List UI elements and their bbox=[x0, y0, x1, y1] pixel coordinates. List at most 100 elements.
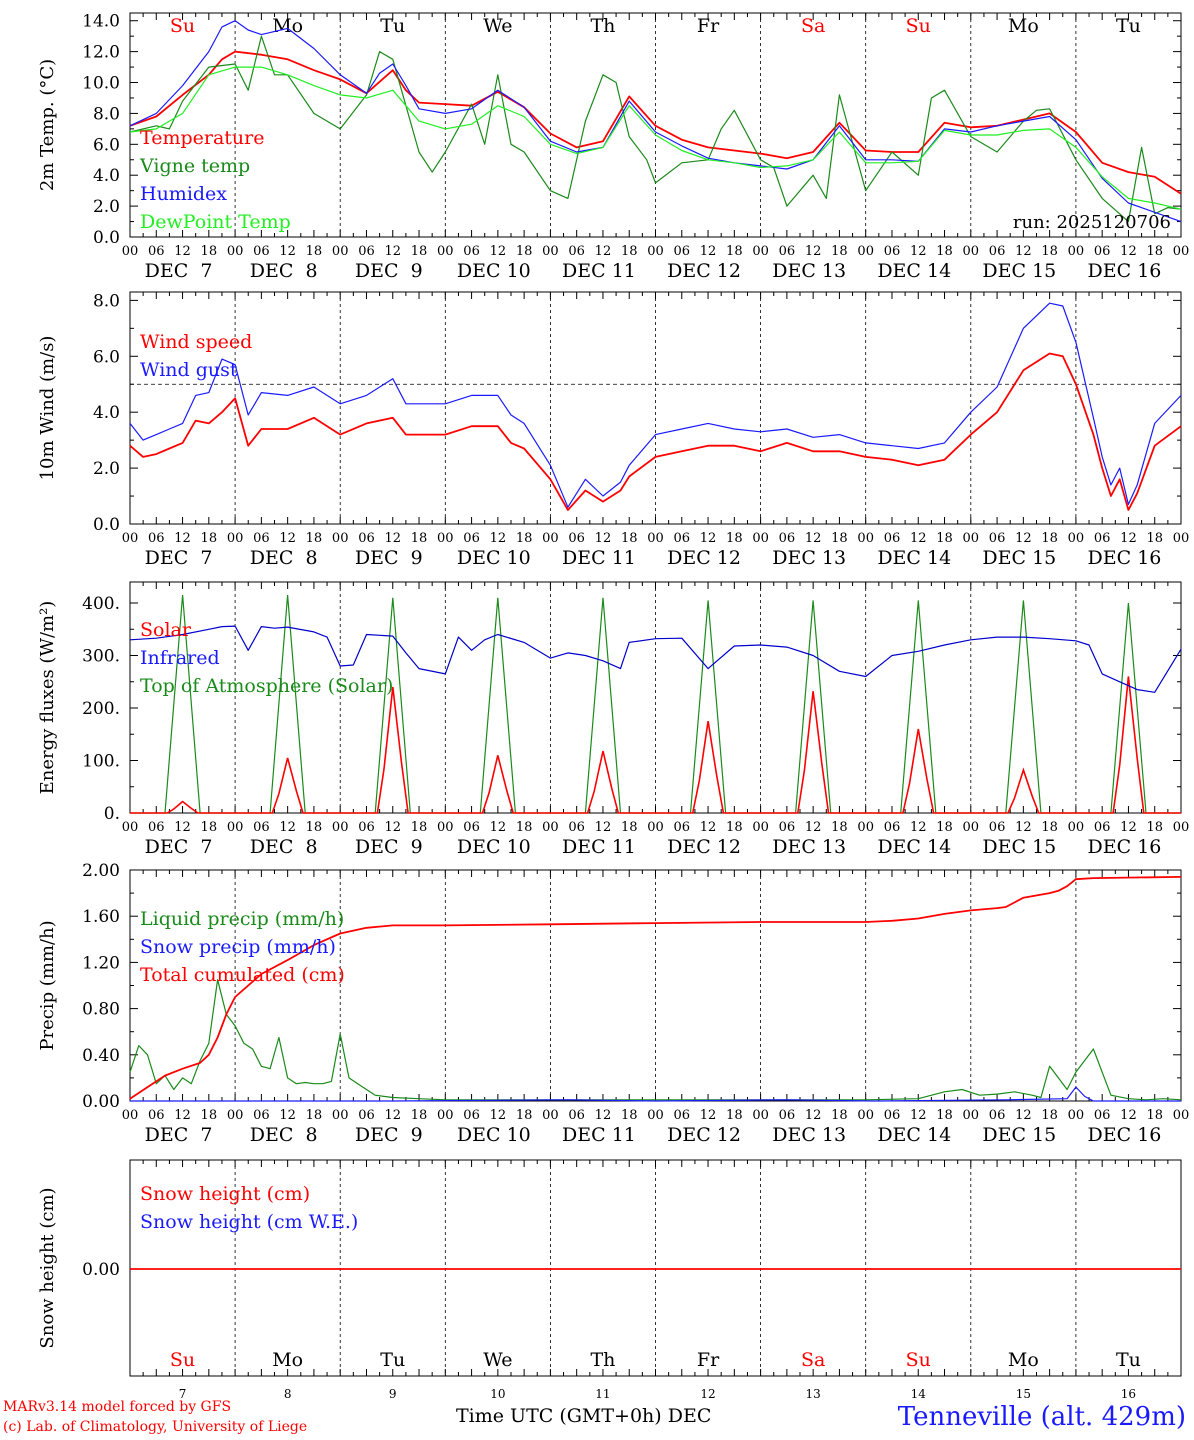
hour-tick-label: 18 bbox=[411, 1108, 428, 1123]
date-label: DEC 11 bbox=[562, 836, 636, 858]
weekday-label: We bbox=[483, 15, 512, 37]
hour-tick-label: 00 bbox=[963, 531, 980, 546]
weekday-label: Fr bbox=[697, 1349, 720, 1371]
hour-tick-label: 12 bbox=[700, 531, 717, 546]
hour-tick-label: 12 bbox=[910, 531, 927, 546]
hour-tick-label: 00 bbox=[437, 244, 454, 259]
hour-tick-label: 00 bbox=[963, 244, 980, 259]
y-tick-label: 400. bbox=[82, 594, 120, 614]
hour-tick-label: 00 bbox=[332, 531, 349, 546]
day-number: 7 bbox=[179, 1387, 187, 1400]
hour-tick-label: 12 bbox=[384, 244, 401, 259]
date-label: DEC 10 bbox=[457, 1124, 531, 1146]
hour-tick-label: 06 bbox=[463, 531, 480, 546]
hour-tick-label: 06 bbox=[463, 244, 480, 259]
date-label: DEC 8 bbox=[250, 260, 318, 282]
hour-tick-label: 12 bbox=[805, 531, 822, 546]
date-label: DEC 10 bbox=[457, 260, 531, 282]
hour-tick-label: 00 bbox=[227, 1108, 244, 1123]
hour-tick-label: 00 bbox=[647, 820, 664, 835]
y-tick-label: 0.0 bbox=[93, 515, 120, 535]
y-tick-label: 6.0 bbox=[93, 135, 120, 155]
date-label: DEC 15 bbox=[982, 836, 1056, 858]
hour-tick-label: 06 bbox=[674, 531, 691, 546]
hour-tick-label: 00 bbox=[647, 244, 664, 259]
date-label: DEC 9 bbox=[355, 1124, 423, 1146]
hour-tick-label: 12 bbox=[1015, 244, 1032, 259]
hour-tick-label: 00 bbox=[122, 244, 139, 259]
hour-tick-label: 00 bbox=[332, 244, 349, 259]
hour-tick-label: 06 bbox=[358, 531, 375, 546]
date-label: DEC 16 bbox=[1088, 260, 1162, 282]
hour-tick-label: 06 bbox=[253, 1108, 270, 1123]
series-line-dewpoint-temp bbox=[129, 66, 1182, 210]
date-label: DEC 15 bbox=[982, 1124, 1056, 1146]
hour-tick-label: 18 bbox=[936, 531, 953, 546]
panel-wind: 0.0 2.0 4.0 6.0 8.0 10m Wind (m/s) 00 06 12 18 00 0… bbox=[37, 291, 1189, 569]
hour-tick-label: 06 bbox=[884, 244, 901, 259]
hour-tick-label: 06 bbox=[989, 531, 1006, 546]
y-axis-title: Precip (mm/h) bbox=[37, 920, 58, 1050]
date-label: DEC 9 bbox=[355, 547, 423, 569]
series-line-wind-speed bbox=[129, 352, 1182, 511]
run-label: run: 2025120706 bbox=[1013, 212, 1171, 233]
hour-tick-label: 00 bbox=[752, 531, 769, 546]
hour-tick-label: 18 bbox=[516, 1108, 533, 1123]
hour-tick-label: 18 bbox=[831, 1108, 848, 1123]
date-label: DEC 9 bbox=[355, 260, 423, 282]
hour-tick-label: 12 bbox=[595, 244, 612, 259]
hour-tick-label: 06 bbox=[884, 531, 901, 546]
hour-tick-label: 18 bbox=[1041, 531, 1058, 546]
day-number: 16 bbox=[1121, 1387, 1136, 1400]
y-tick-label: 0. bbox=[104, 804, 120, 824]
hour-tick-label: 12 bbox=[1015, 531, 1032, 546]
hour-tick-label: 00 bbox=[227, 531, 244, 546]
hour-tick-label: 12 bbox=[805, 1108, 822, 1123]
hour-tick-label: 12 bbox=[384, 1108, 401, 1123]
series-line-vigne-temp bbox=[129, 35, 1182, 223]
hour-tick-label: 00 bbox=[752, 244, 769, 259]
weekday-label: Sa bbox=[801, 1349, 825, 1371]
y-tick-label: 1.60 bbox=[82, 907, 120, 927]
date-label: DEC 16 bbox=[1088, 1124, 1162, 1146]
hour-tick-label: 06 bbox=[148, 1108, 165, 1123]
hour-tick-label: 12 bbox=[595, 531, 612, 546]
y-tick-label: 0.80 bbox=[82, 1000, 120, 1020]
date-label: DEC 15 bbox=[982, 547, 1056, 569]
hour-tick-label: 06 bbox=[568, 531, 585, 546]
hour-tick-label: 18 bbox=[411, 820, 428, 835]
weekday-label: Su bbox=[170, 1349, 195, 1371]
hour-tick-label: 12 bbox=[279, 820, 296, 835]
hour-tick-label: 12 bbox=[805, 244, 822, 259]
date-label: DEC 13 bbox=[772, 1124, 846, 1146]
date-label: DEC 11 bbox=[562, 1124, 636, 1146]
hour-tick-label: 18 bbox=[621, 531, 638, 546]
series-line-snow-precip-mm-h- bbox=[130, 1086, 1181, 1102]
hour-tick-label: 00 bbox=[647, 1108, 664, 1123]
hour-tick-label: 06 bbox=[779, 244, 796, 259]
hour-tick-label: 00 bbox=[963, 820, 980, 835]
hour-tick-label: 06 bbox=[253, 244, 270, 259]
hour-tick-label: 00 bbox=[542, 1108, 559, 1123]
hour-tick-label: 06 bbox=[253, 820, 270, 835]
date-label: DEC 7 bbox=[145, 836, 213, 858]
hour-tick-label: 18 bbox=[831, 531, 848, 546]
hour-tick-label: 18 bbox=[201, 820, 218, 835]
hour-tick-label: 12 bbox=[490, 820, 507, 835]
day-number: 14 bbox=[911, 1387, 927, 1400]
y-axis-title: 10m Wind (m/s) bbox=[37, 336, 58, 481]
hour-tick-label: 12 bbox=[1015, 1108, 1032, 1123]
hour-tick-label: 18 bbox=[516, 531, 533, 546]
hour-tick-label: 06 bbox=[358, 1108, 375, 1123]
y-axis-title: Snow height (cm) bbox=[37, 1187, 58, 1348]
weekday-label: Tu bbox=[380, 1349, 405, 1371]
hour-tick-label: 00 bbox=[963, 1108, 980, 1123]
date-label: DEC 16 bbox=[1088, 547, 1162, 569]
weekday-label: Mo bbox=[1008, 15, 1039, 37]
hour-tick-label: 12 bbox=[490, 531, 507, 546]
hour-tick-label: 12 bbox=[174, 1108, 191, 1123]
hour-tick-label: 00 bbox=[437, 1108, 454, 1123]
date-label: DEC 7 bbox=[145, 547, 213, 569]
hour-tick-label: 12 bbox=[700, 820, 717, 835]
